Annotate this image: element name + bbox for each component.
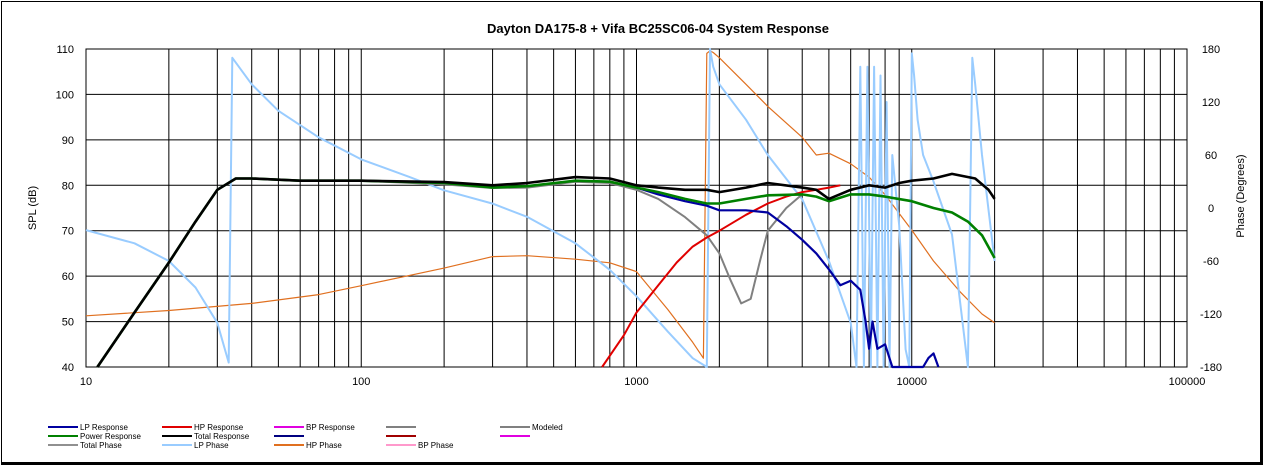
y2-tick-label: 180: [1202, 44, 1220, 56]
plot-area: [85, 48, 996, 369]
legend-label: LP Phase: [194, 441, 229, 450]
y2-tick-label: 0: [1208, 203, 1214, 215]
y2-tick-label: 120: [1202, 97, 1220, 109]
y-tick-label: 90: [62, 135, 74, 147]
x-tick-label: 10: [80, 376, 92, 388]
y-tick-label: 70: [62, 226, 74, 238]
legend-label: Total Response: [194, 432, 250, 441]
y2-tick-label: -120: [1200, 309, 1222, 321]
y2-tick-label: -60: [1203, 256, 1219, 268]
x-tick-label: 10000: [896, 376, 927, 388]
x-tick-label: 100: [352, 376, 370, 388]
series-lp-phase: [85, 48, 996, 368]
y-axis-label: SPL (dB): [27, 186, 39, 230]
y-tick-label: 80: [62, 180, 74, 192]
legend-label: HP Response: [194, 423, 244, 432]
legend-label: LP Response: [80, 423, 128, 432]
y2-tick-label: -180: [1200, 362, 1222, 374]
x-tick-label: 1000: [624, 376, 648, 388]
y-tick-label: 110: [56, 44, 74, 56]
legend-label: Modeled: [532, 423, 563, 432]
legend-label: BP Phase: [418, 441, 454, 450]
y-tick-label: 40: [62, 362, 74, 374]
y2-tick-label: 60: [1205, 150, 1217, 162]
legend-label: HP Phase: [306, 441, 342, 450]
y-tick-label: 60: [62, 271, 74, 283]
series-lp-response: [636, 186, 940, 369]
x-tick-label: 100000: [1169, 376, 1206, 388]
y2-axis-label: Phase (Degrees): [1235, 154, 1247, 237]
y-tick-label: 50: [62, 317, 74, 329]
legend-label: BP Response: [306, 423, 355, 432]
y-tick-label: 100: [56, 89, 74, 101]
chart-title: Dayton DA175-8 + Vifa BC25SC06-04 System…: [487, 21, 829, 36]
series-total-response: [96, 172, 996, 368]
legend-label: Power Response: [80, 432, 141, 441]
legend-label: Total Phase: [80, 441, 122, 450]
tick-labels: 10 100 1000 10000 100000 40 50 60 70 80 90 100 110 -1…: [56, 44, 1222, 388]
legend: LP Response HP Response BP Response Modeled…: [48, 423, 563, 450]
grid: [85, 48, 1188, 368]
series-hp-response: [601, 184, 841, 368]
